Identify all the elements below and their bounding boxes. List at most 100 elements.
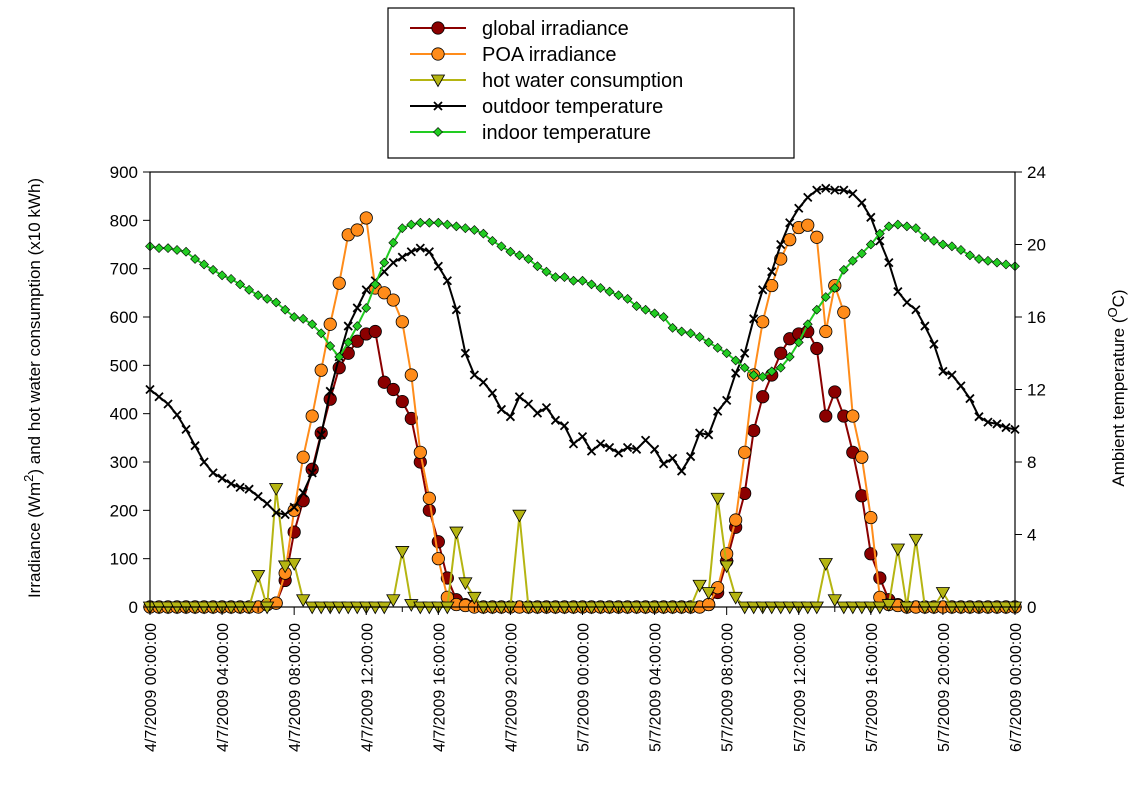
- data-point: [926, 601, 942, 615]
- data-point: [649, 444, 660, 454]
- y-axis-right-label-tail: C): [1109, 289, 1128, 307]
- data-point: [469, 225, 480, 235]
- data-point: [774, 346, 788, 360]
- data-point: [413, 445, 427, 459]
- data-point: [151, 601, 167, 615]
- data-point: [487, 235, 498, 246]
- y-left-tick-label: 200: [110, 501, 138, 520]
- data-point: [172, 410, 182, 420]
- data-point: [910, 223, 921, 234]
- data-point: [756, 315, 770, 329]
- data-point: [532, 408, 543, 418]
- data-point: [989, 601, 1005, 615]
- y-right-tick-label: 24: [1027, 163, 1046, 182]
- data-point: [458, 577, 473, 591]
- data-point: [937, 239, 948, 250]
- data-point: [1001, 259, 1011, 270]
- x-tick-label: 5/7/2009 04:00:00: [648, 623, 665, 752]
- data-point: [286, 558, 302, 571]
- data-point: [586, 446, 597, 456]
- data-point: [280, 509, 290, 520]
- y-right-tick-label: 8: [1027, 453, 1036, 472]
- legend: global irradiance POA irradiance hot water…: [387, 7, 795, 159]
- data-point: [676, 326, 687, 337]
- data-point: [577, 275, 588, 286]
- data-point: [595, 439, 606, 449]
- data-point: [956, 381, 966, 391]
- y-axis-right-label-sup: O: [1105, 307, 1120, 317]
- data-point: [514, 250, 525, 261]
- data-point: [226, 479, 236, 489]
- x-tick-label: 6/7/2009 00:00:00: [1008, 623, 1025, 752]
- data-point: [694, 428, 705, 438]
- data-point: [271, 297, 282, 308]
- data-point: [332, 276, 346, 290]
- legend-label: outdoor temperature: [482, 96, 663, 118]
- data-point: [550, 415, 561, 425]
- y-left-tick-label: 800: [110, 211, 138, 230]
- data-point: [485, 601, 500, 615]
- data-point: [818, 558, 833, 571]
- data-point: [359, 211, 373, 225]
- data-point: [854, 601, 870, 615]
- data-point: [361, 303, 372, 313]
- data-point: [998, 601, 1014, 615]
- series-line: [149, 221, 1016, 378]
- data-point: [494, 601, 509, 615]
- x-tick-label: 4/7/2009 16:00:00: [431, 623, 448, 752]
- data-point: [379, 257, 390, 268]
- legend-item: global irradiance: [410, 18, 629, 40]
- data-point: [748, 370, 759, 380]
- data-point: [289, 502, 299, 512]
- data-point: [586, 279, 597, 290]
- series-hot-water-consumption: [142, 483, 1023, 615]
- data-point: [864, 510, 878, 525]
- data-point: [235, 279, 246, 290]
- data-point: [767, 267, 777, 277]
- x-tick-label: 4/7/2009 08:00:00: [287, 623, 304, 752]
- y-left-tick-label: 300: [110, 453, 138, 472]
- data-point: [386, 293, 400, 307]
- data-point: [404, 368, 418, 382]
- y-left-tick-label: 500: [110, 356, 138, 375]
- data-point: [962, 601, 978, 615]
- data-point: [757, 371, 768, 382]
- data-point: [523, 399, 534, 409]
- data-point: [801, 218, 815, 232]
- data-point: [496, 404, 507, 415]
- data-point: [685, 328, 696, 339]
- data-point: [199, 457, 209, 467]
- data-point: [386, 382, 400, 397]
- data-point: [208, 468, 218, 478]
- data-point: [604, 286, 615, 297]
- data-point: [298, 488, 308, 498]
- data-point: [406, 247, 416, 257]
- data-point: [855, 450, 869, 464]
- legend-label: indoor temperature: [482, 122, 651, 144]
- series-POA-irradiance: [143, 211, 1022, 614]
- data-point: [656, 601, 671, 615]
- data-point: [766, 366, 777, 377]
- data-point: [422, 491, 436, 505]
- data-point: [847, 255, 858, 266]
- data-point: [235, 482, 245, 493]
- data-point: [287, 503, 301, 517]
- data-point: [820, 292, 831, 302]
- data-point: [620, 601, 635, 615]
- data-point: [667, 322, 678, 333]
- data-point: [514, 392, 525, 402]
- data-point: [568, 275, 579, 286]
- data-point: [307, 468, 317, 478]
- data-point: [811, 304, 822, 315]
- y-axis-left-label-sup: 2: [21, 475, 36, 482]
- data-point: [812, 185, 822, 195]
- legend-item: hot water consumption: [410, 70, 683, 92]
- data-point: [883, 221, 894, 232]
- data-point: [422, 503, 436, 517]
- data-point: [629, 601, 644, 615]
- data-point: [1001, 422, 1011, 433]
- data-point: [901, 221, 912, 232]
- data-point: [199, 259, 209, 270]
- data-point: [262, 293, 273, 304]
